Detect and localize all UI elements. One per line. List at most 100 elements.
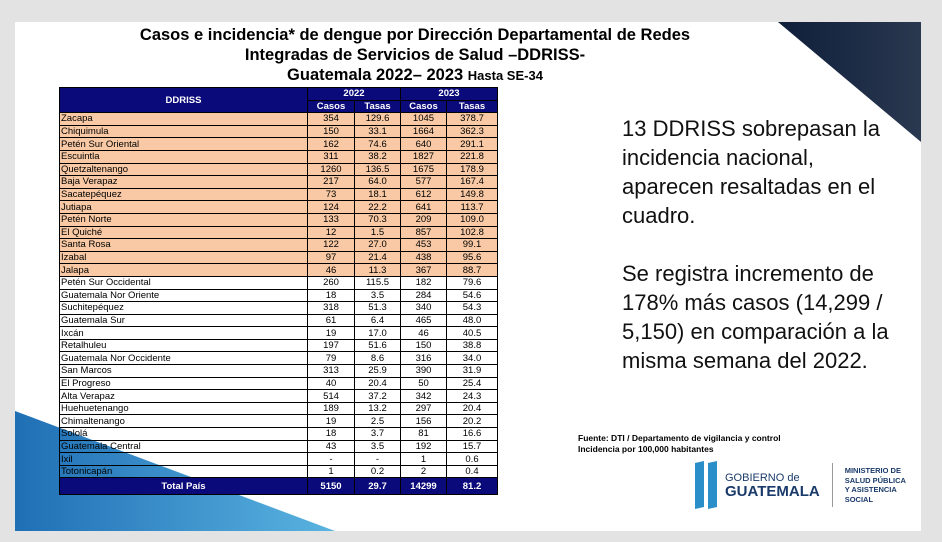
total-casos-2023: 14299	[400, 477, 447, 496]
casos-2022: 18	[307, 427, 355, 441]
ddriss-name: Jalapa	[59, 263, 308, 277]
tasas-2022: 2.5	[354, 414, 401, 429]
tasas-2022: 11.3	[354, 263, 401, 277]
title-line-3: Guatemala 2022– 2023	[287, 66, 464, 84]
source-note: Fuente: DTI / Departamento de vigilancia…	[578, 433, 781, 455]
tasas-2023: 167.4	[446, 175, 498, 189]
casos-2022: 40	[307, 376, 355, 391]
ministry-line: Y ASISTENCIA	[844, 485, 897, 494]
casos-2023: 1	[400, 452, 447, 466]
casos-2023: 1664	[400, 124, 447, 139]
tasas-2022: 20.4	[354, 376, 401, 391]
casos-2023: 316	[400, 351, 447, 366]
ddriss-name: Retalhuleu	[59, 338, 308, 353]
tasas-2023: 54.6	[446, 288, 498, 303]
table-row: Jalapa 46 11.3 367 88.7	[59, 263, 498, 277]
total-tasas-2022: 29.7	[354, 477, 401, 496]
casos-2022: 19	[307, 326, 355, 340]
table-row: Petén Sur Occidental 260 115.5 182 79.6	[59, 275, 498, 290]
ddriss-name: San Marcos	[59, 364, 308, 378]
tasas-2023: 149.8	[446, 187, 498, 202]
casos-2023: 297	[400, 401, 447, 416]
tasas-2023: 24.3	[446, 389, 498, 403]
slide-title: Casos e incidencia* de dengue por Direcc…	[75, 25, 755, 86]
casos-2023: 612	[400, 187, 447, 202]
ddriss-name: Izabal	[59, 250, 308, 265]
table-row: Alta Verapaz 514 37.2 342 24.3	[59, 389, 498, 403]
table-row: Zacapa 354 129.6 1045 378.7	[59, 112, 498, 126]
ddriss-name: El Progreso	[59, 376, 308, 391]
table-row: Ixil - -1 0.6	[59, 452, 498, 466]
casos-2022: 18	[307, 288, 355, 303]
guatemala-logo-icon	[695, 461, 717, 509]
tasas-2022: 3.5	[354, 288, 401, 303]
table-row: Jutiapa 124 22.2 641 113.7	[59, 200, 498, 214]
ministry-name: MINISTERIO DE SALUD PÚBLICA Y ASISTENCIA…	[845, 466, 906, 504]
tasas-2022: 0.2	[354, 464, 401, 479]
tasas-2022: 3.7	[354, 427, 401, 441]
casos-2023: 453	[400, 238, 447, 252]
casos-2023: 182	[400, 275, 447, 290]
ddriss-name: Huehuetenango	[59, 401, 308, 416]
ddriss-name: Zacapa	[59, 112, 308, 126]
tasas-2022: 27.0	[354, 238, 401, 252]
casos-2022: 260	[307, 275, 355, 290]
tasas-2023: 20.2	[446, 414, 498, 429]
table-row: Sololá 18 3.7 81 16.6	[59, 427, 498, 441]
tasas-2023: 38.8	[446, 338, 498, 353]
casos-2023: 150	[400, 338, 447, 353]
casos-2023: 192	[400, 439, 447, 454]
tasas-2023: 378.7	[446, 112, 498, 126]
ddriss-name: Chiquimula	[59, 124, 308, 139]
casos-2022: 217	[307, 175, 355, 189]
table-row: Suchitepéquez 318 51.3 340 54.3	[59, 301, 498, 315]
tasas-2023: 25.4	[446, 376, 498, 391]
tasas-2022: 18.1	[354, 187, 401, 202]
casos-2022: 79	[307, 351, 355, 366]
table-row: Santa Rosa 122 27.0 453 99.1	[59, 238, 498, 252]
logo-divider	[831, 463, 833, 507]
slide: Casos e incidencia* de dengue por Direcc…	[15, 22, 921, 531]
ddriss-name: Quetzaltenango	[59, 162, 308, 177]
ddriss-name: Petén Sur Oriental	[59, 137, 308, 151]
casos-2022: 12	[307, 225, 355, 240]
ministry-line: SALUD PÚBLICA	[844, 475, 906, 485]
casos-2023: 857	[400, 225, 447, 240]
casos-2022: -	[307, 452, 355, 466]
tasas-2023: 291.1	[446, 137, 498, 151]
table-row: Chiquimula 150 33.1 1664 362.3	[59, 124, 498, 139]
col-tasas-2022: Tasas	[354, 99, 401, 114]
casos-2023: 342	[400, 389, 447, 403]
casos-2022: 1260	[307, 162, 355, 177]
table-row: El Quiché 12 1.5 857 102.8	[59, 225, 498, 240]
tasas-2022: 136.5	[354, 162, 401, 177]
tasas-2023: 0.4	[446, 464, 498, 479]
ddriss-name: Guatemala Nor Oriente	[59, 288, 308, 303]
ddriss-name: Alta Verapaz	[59, 389, 308, 403]
title-line-1: Casos e incidencia* de dengue por Direcc…	[139, 26, 691, 44]
table-row: San Marcos 313 25.9 390 31.9	[59, 364, 498, 378]
tasas-2022: 22.2	[354, 200, 401, 214]
casos-2022: 189	[307, 401, 355, 416]
casos-2023: 209	[400, 212, 447, 227]
message-incidence: 13 DDRISS sobrepasan la incidencia nacio…	[622, 116, 881, 228]
tasas-2022: 17.0	[354, 326, 401, 340]
table-row: Chimaltenango 19 2.5 156 20.2	[59, 414, 498, 429]
table-row: Retalhuleu 197 51.6 150 38.8	[59, 338, 498, 353]
ddriss-name: Totonicapán	[59, 464, 308, 479]
tasas-2023: 31.9	[446, 364, 498, 378]
casos-2022: 162	[307, 137, 355, 151]
tasas-2022: 51.3	[354, 301, 401, 315]
casos-2023: 1045	[400, 112, 447, 126]
tasas-2023: 79.6	[446, 275, 498, 290]
tasas-2023: 95.6	[446, 250, 498, 265]
logo-text-guatemala: GUATEMALA	[725, 483, 820, 500]
casos-2023: 1827	[400, 149, 447, 164]
casos-2023: 46	[400, 326, 447, 340]
ddriss-name: Sololá	[59, 427, 308, 441]
casos-2023: 50	[400, 376, 447, 391]
casos-2022: 354	[307, 112, 355, 126]
tasas-2022: 3.5	[354, 439, 401, 454]
casos-2023: 641	[400, 200, 447, 214]
table-row: Guatemala Central 43 3.5 192 15.7	[59, 439, 498, 454]
